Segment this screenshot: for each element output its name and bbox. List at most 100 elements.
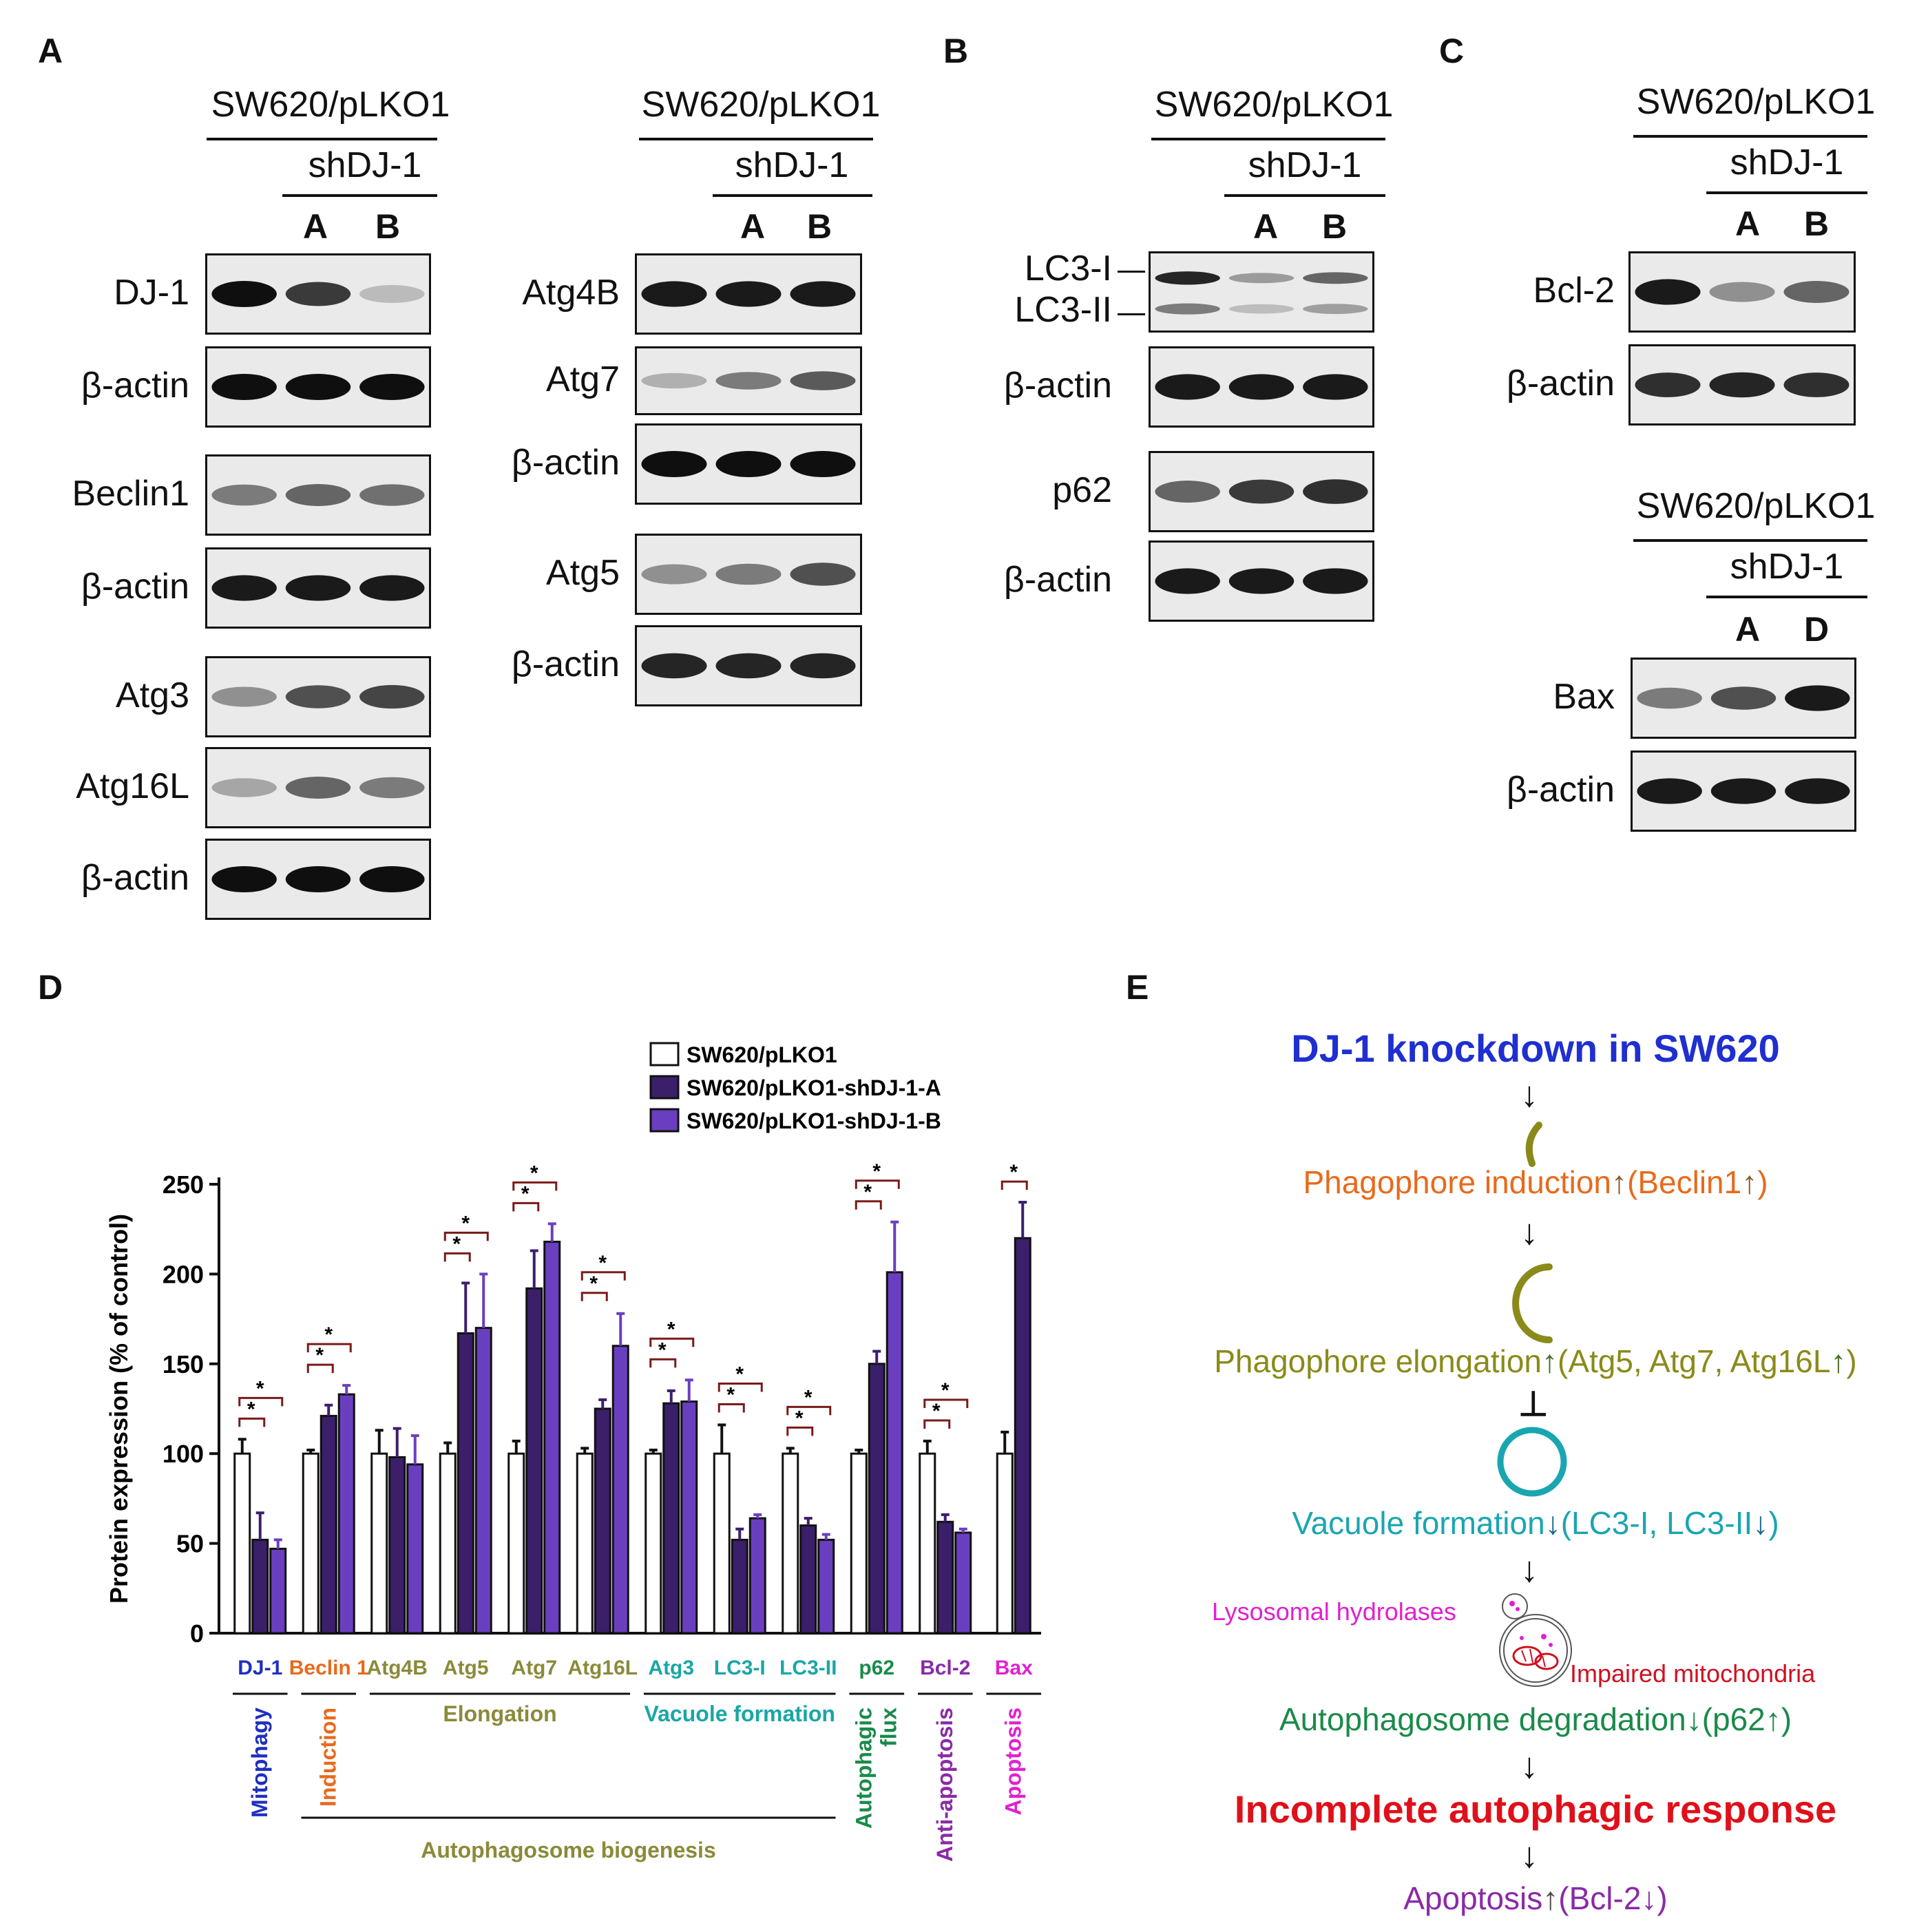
header-rule [639,138,873,140]
blot-band [211,575,277,601]
flow-arrow: ↓ [1520,1212,1538,1252]
group-label: Induction [315,1708,340,1807]
bar-0 [713,1452,731,1635]
blot-a1-3 [205,547,431,629]
significance-bracket [717,1382,763,1392]
blot-band [359,684,425,709]
header-rule [1224,194,1385,197]
bar-1 [1014,1237,1031,1635]
blot-label: β-actin [1506,770,1615,810]
significance-bracket [649,1358,677,1368]
apoptosis-line: Apoptosis↑(Bcl-2↓) [1171,1880,1900,1917]
blot-label: β-actin [81,858,189,898]
sh-header: shDJ-1 [308,145,422,185]
category-label: Bcl-2 [920,1657,970,1679]
y-tick-label: 0 [190,1619,204,1648]
blot-band [359,373,425,401]
blot-band [641,450,707,478]
close-paren: ) [1657,1880,1668,1916]
bar-2 [611,1345,629,1635]
group-label: Anti-apoptosis [932,1708,957,1862]
significance-bracket [512,1181,558,1191]
legend-label: SW620/pLKO1 [687,1042,837,1067]
blot-band [715,563,782,585]
category-label: Atg4B [367,1657,428,1679]
induction-text: Phagophore induction [1303,1164,1612,1200]
blot-band [1635,279,1701,305]
lane-label-b: B [1322,207,1348,246]
significance-bracket [580,1271,626,1281]
blot-band [715,281,782,307]
blot-a2-1 [635,346,862,415]
band-tick [1118,313,1145,315]
category-label: Atg16L [567,1657,638,1679]
category-label: p62 [859,1657,894,1679]
blot-band [211,373,277,401]
blot-band [1303,374,1368,400]
apoptosis-paren: (Bcl-2 [1558,1880,1642,1916]
induction-paren: (Beclin1 [1627,1164,1742,1200]
significance-star: * [872,1160,881,1183]
blot-band [790,371,856,390]
up-arrow-icon: ↑ [1611,1164,1628,1200]
group-label: Autophagic [851,1708,876,1829]
vacuole-text: Vacuole formation [1292,1505,1545,1541]
blot-band [1637,687,1702,709]
close-paren: ) [1757,1164,1768,1200]
significance-star: * [667,1318,675,1341]
significance-star: * [452,1232,461,1255]
bar-1 [868,1363,886,1635]
phagophore-initial-icon [1525,1122,1542,1167]
bar-2 [406,1463,424,1635]
sh-header: shDJ-1 [735,145,849,185]
lane-label-d: D [1804,610,1830,649]
bar-0 [850,1452,868,1635]
header-rule [1706,191,1867,194]
blot-band [641,372,707,389]
bar-2 [954,1531,972,1635]
bar-2 [543,1240,561,1635]
down-arrow-icon: ↓ [1544,1505,1561,1541]
significance-bracket [649,1337,695,1347]
significance-bracket [1000,1180,1028,1190]
header-rule [1706,596,1867,598]
phagophore-elongating-icon [1512,1263,1553,1343]
mitochondria-label: Impaired mitochondria [1570,1659,1816,1688]
blot-band [285,484,351,506]
header-rule [1151,138,1385,140]
autolysosome-icon [1499,1593,1572,1687]
blot-band [359,777,425,799]
y-tick-label: 150 [163,1350,204,1378]
blot-band [1155,374,1220,400]
legend-swatch [649,1075,680,1100]
group-label: Mitophagy [247,1708,272,1818]
blot-band [1228,273,1295,284]
legend-label: SW620/pLKO1-shDJ-1-A [687,1075,941,1100]
blot-band [285,575,351,601]
bar-2 [886,1271,903,1635]
blot-band [211,280,277,308]
blot-label: β-actin [511,644,620,684]
bar-0 [782,1452,799,1635]
significance-star: * [598,1252,607,1274]
y-axis-label: Protein expression (% of control) [105,1214,133,1604]
bar-2 [817,1538,835,1635]
blot-band [1303,568,1368,594]
elongation-paren: (Atg5, Atg7, Atg16L [1558,1343,1831,1379]
category-label: DJ-1 [238,1657,282,1679]
significance-star: * [589,1272,598,1295]
lane-label-b: B [807,207,832,246]
blot-band [641,564,707,585]
significance-bracket [717,1403,745,1413]
significance-star: * [932,1400,941,1422]
blot-band [1303,272,1368,284]
bar-0 [439,1452,457,1635]
bar-0 [576,1452,594,1635]
bar-2 [680,1400,698,1635]
blot-label: Atg4B [522,273,620,313]
inhibit-icon: ⊥ [1518,1385,1549,1423]
blot-label: Atg16L [76,766,189,806]
group-label: Vacuole formation [645,1701,835,1726]
control-header: SW620/pLKO1 [1154,85,1394,125]
significance-star: * [521,1182,530,1205]
